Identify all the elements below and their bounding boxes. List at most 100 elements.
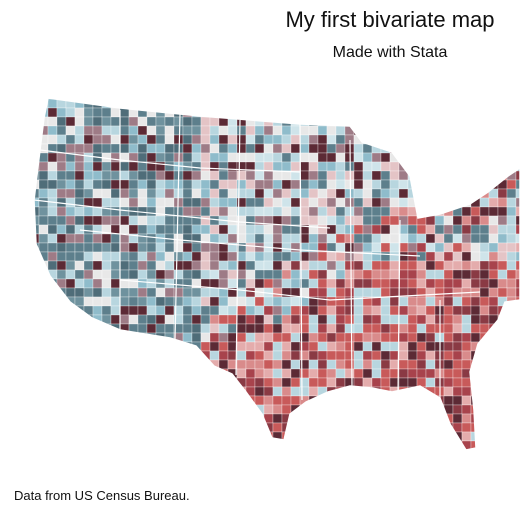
county-tile xyxy=(164,251,175,262)
county-tile xyxy=(398,278,409,289)
county-tile xyxy=(209,233,220,244)
county-tile xyxy=(452,242,463,253)
county-tile xyxy=(353,368,364,379)
county-tile xyxy=(65,287,76,298)
county-tile xyxy=(362,188,373,199)
source-note: Data from US Census Bureau. xyxy=(14,488,190,503)
county-tile xyxy=(281,152,292,163)
county-tile xyxy=(344,368,355,379)
county-tile xyxy=(56,269,67,280)
county-tile xyxy=(200,296,211,307)
county-tile xyxy=(380,332,391,343)
county-tile xyxy=(128,179,139,190)
county-tile xyxy=(83,107,94,118)
county-tile xyxy=(182,125,193,136)
county-tile xyxy=(416,305,427,316)
county-tile xyxy=(299,125,310,136)
county-tile xyxy=(371,323,382,334)
county-tile xyxy=(362,242,373,253)
county-tile xyxy=(371,332,382,343)
county-tile xyxy=(443,215,454,226)
county-tile xyxy=(65,107,76,118)
county-tile xyxy=(470,251,481,262)
county-tile xyxy=(344,287,355,298)
county-tile xyxy=(308,251,319,262)
state-border xyxy=(397,219,401,393)
county-tile xyxy=(461,305,472,316)
county-tile xyxy=(56,125,67,136)
county-tile xyxy=(326,377,337,388)
county-tile xyxy=(272,296,283,307)
county-tile xyxy=(452,269,463,280)
county-tile xyxy=(362,350,373,361)
county-tile xyxy=(263,323,274,334)
county-tile xyxy=(200,197,211,208)
county-tile xyxy=(371,296,382,307)
county-tile xyxy=(182,179,193,190)
county-tile xyxy=(308,314,319,325)
county-tile xyxy=(335,323,346,334)
county-tile xyxy=(416,233,427,244)
county-tile xyxy=(443,314,454,325)
county-tile xyxy=(245,215,256,226)
county-tile xyxy=(110,143,121,154)
county-tile xyxy=(371,377,382,388)
county-tile xyxy=(317,269,328,280)
county-tile xyxy=(317,350,328,361)
county-tile xyxy=(38,188,49,199)
county-tile xyxy=(236,368,247,379)
county-tile xyxy=(236,278,247,289)
county-tile xyxy=(272,278,283,289)
county-tile xyxy=(110,206,121,217)
county-tile xyxy=(101,296,112,307)
county-tile xyxy=(443,350,454,361)
county-tile xyxy=(290,206,301,217)
county-tile xyxy=(290,314,301,325)
county-tile xyxy=(353,359,364,370)
county-tile xyxy=(317,260,328,271)
county-tile xyxy=(317,278,328,289)
county-tile xyxy=(200,269,211,280)
county-tile xyxy=(353,224,364,235)
county-tile xyxy=(398,323,409,334)
county-tile xyxy=(65,215,76,226)
county-tile xyxy=(218,341,229,352)
county-tile xyxy=(470,242,481,253)
county-tile xyxy=(290,125,301,136)
county-tile xyxy=(200,152,211,163)
county-tile xyxy=(479,233,490,244)
county-tile xyxy=(344,161,355,172)
county-tile xyxy=(137,278,148,289)
county-tile xyxy=(47,170,58,181)
county-tile xyxy=(128,305,139,316)
county-tile xyxy=(479,278,490,289)
county-tile xyxy=(47,233,58,244)
county-tile xyxy=(281,296,292,307)
county-tile xyxy=(254,359,265,370)
county-tile xyxy=(173,116,184,127)
county-tile xyxy=(452,278,463,289)
county-tile xyxy=(389,350,400,361)
county-tile xyxy=(308,179,319,190)
county-tile xyxy=(263,350,274,361)
county-tile xyxy=(164,179,175,190)
county-tile xyxy=(452,341,463,352)
county-tile xyxy=(200,242,211,253)
county-tile xyxy=(182,224,193,235)
county-tile xyxy=(272,251,283,262)
county-tile xyxy=(317,305,328,316)
county-tile xyxy=(326,161,337,172)
county-tile xyxy=(110,170,121,181)
county-tile xyxy=(281,197,292,208)
county-tile xyxy=(272,404,283,415)
county-tile xyxy=(281,134,292,145)
county-tile xyxy=(155,314,166,325)
county-tile xyxy=(272,134,283,145)
county-tile xyxy=(146,215,157,226)
county-tile xyxy=(362,368,373,379)
county-tile xyxy=(155,287,166,298)
county-tile xyxy=(263,134,274,145)
county-tile xyxy=(452,224,463,235)
county-tile xyxy=(254,224,265,235)
county-tile xyxy=(344,188,355,199)
